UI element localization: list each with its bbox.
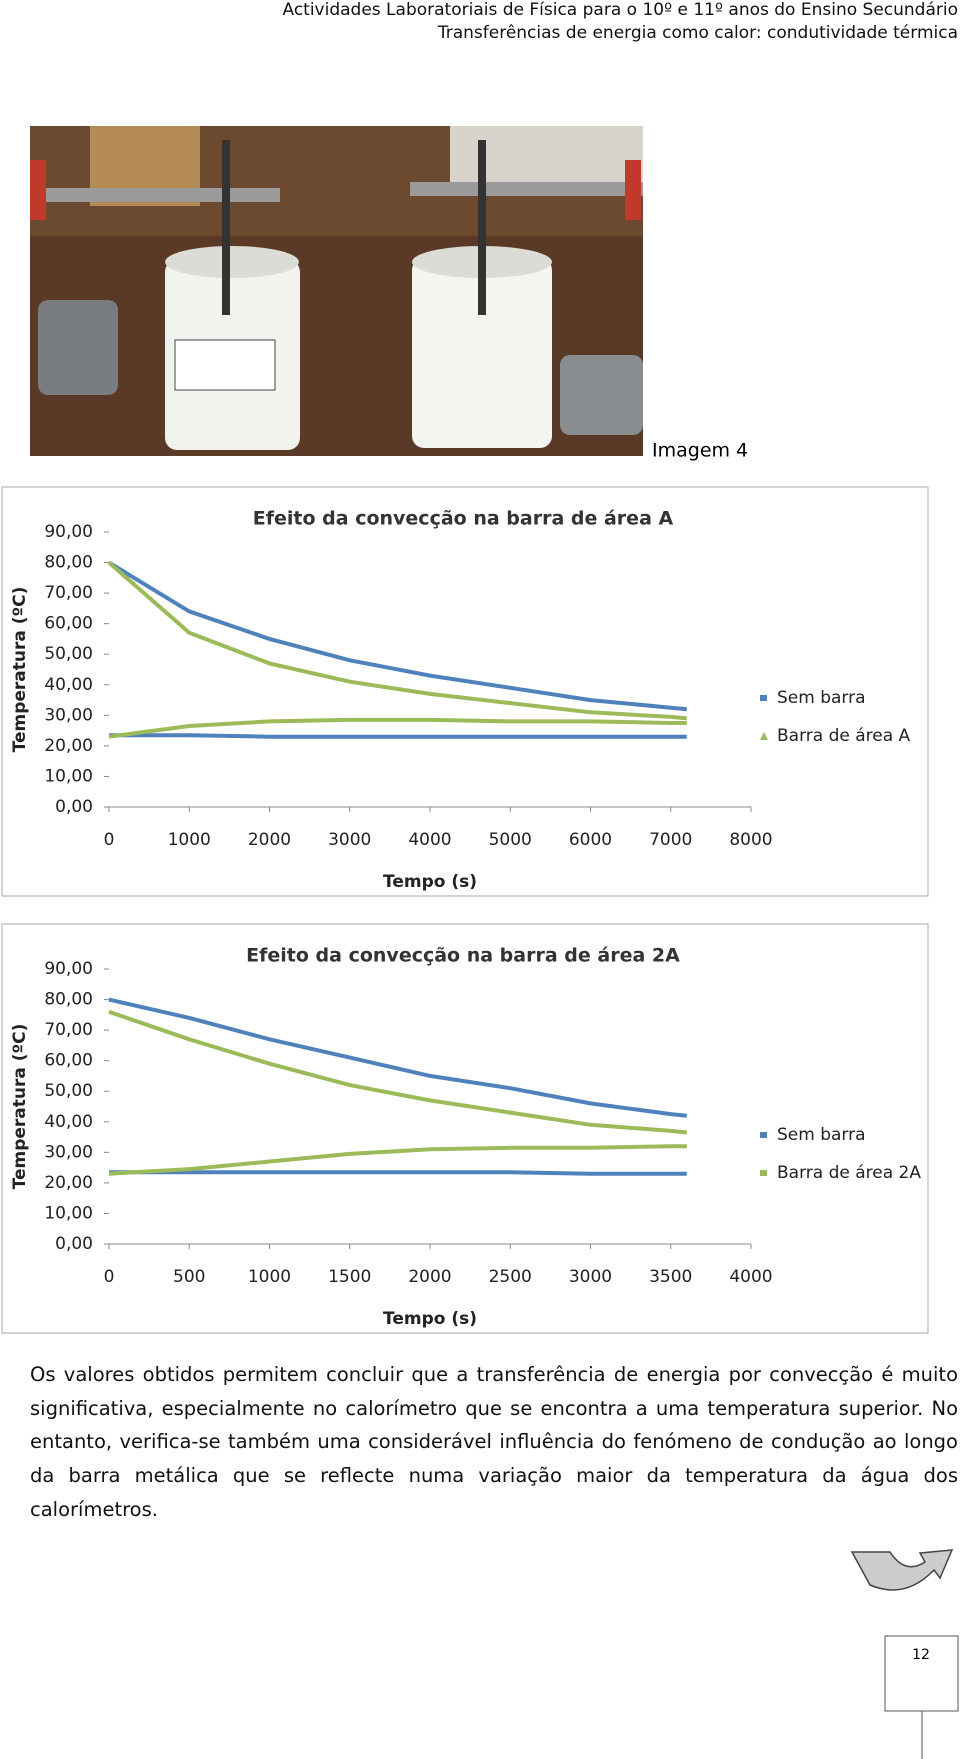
y-tick-label: 40,00 (44, 1112, 93, 1132)
x-tick-label: 500 (173, 1267, 205, 1287)
y-tick-label: 70,00 (44, 583, 93, 603)
legend-label: Sem barra (777, 1125, 866, 1145)
x-tick-label: 1500 (328, 1267, 371, 1287)
y-axis-label: Temperatura (ºC) (10, 1024, 30, 1190)
y-tick-label: 60,00 (44, 614, 93, 634)
y-axis-label: Temperatura (ºC) (10, 587, 30, 753)
x-tick-label: 6000 (569, 830, 612, 850)
data-line (107, 560, 687, 712)
image-caption: Imagem 4 (652, 440, 748, 462)
y-tick-label: 30,00 (44, 1142, 93, 1162)
x-tick-label: 0 (104, 1267, 115, 1287)
y-tick-label: 70,00 (44, 1020, 93, 1040)
x-tick-label: 5000 (489, 830, 532, 850)
x-tick-label: 0 (104, 830, 115, 850)
legend-label: Barra de área 2A (777, 1163, 921, 1183)
data-line (109, 1170, 687, 1176)
data-line (108, 997, 687, 1118)
legend-marker (760, 1170, 767, 1176)
y-tick-label: 90,00 (44, 522, 93, 542)
photo (30, 126, 643, 456)
chart-frame (1, 486, 929, 897)
next-arrow-icon (850, 1549, 954, 1591)
x-tick-label: 1000 (168, 830, 211, 850)
x-tick-label: 3000 (328, 830, 371, 850)
y-tick-label: 0,00 (55, 797, 93, 817)
x-tick-label: 8000 (729, 830, 772, 850)
x-tick-label: 1000 (248, 1267, 291, 1287)
legend-marker (760, 732, 768, 740)
x-tick-label: 2000 (408, 1267, 451, 1287)
data-line (107, 561, 687, 721)
y-tick-label: 0,00 (55, 1234, 93, 1254)
data-line (109, 733, 687, 739)
header-line: Actividades Laboratoriais de Física para… (282, 0, 958, 20)
x-tick-label: 7000 (649, 830, 692, 850)
x-axis-label: Tempo (s) (383, 872, 477, 892)
page-number: 12 (912, 1647, 930, 1663)
legend-marker (760, 695, 767, 701)
chart-title: Efeito da convecção na barra de área 2A (246, 945, 680, 967)
paragraph: Os valores obtidos permitem concluir que… (30, 1363, 958, 1521)
y-tick-label: 80,00 (44, 553, 93, 573)
x-tick-label: 3000 (569, 1267, 612, 1287)
x-tick-label: 4000 (408, 830, 451, 850)
y-tick-label: 90,00 (44, 959, 93, 979)
chart-title: Efeito da convecção na barra de área A (253, 508, 674, 530)
x-tick-label: 2500 (489, 1267, 532, 1287)
legend-marker (760, 1132, 767, 1138)
y-tick-label: 80,00 (44, 990, 93, 1010)
x-tick-label: 4000 (729, 1267, 772, 1287)
y-tick-label: 60,00 (44, 1051, 93, 1071)
x-tick-label: 3500 (649, 1267, 692, 1287)
x-axis-label: Tempo (s) (383, 1309, 477, 1329)
y-tick-label: 10,00 (44, 1203, 93, 1223)
y-tick-label: 50,00 (44, 1081, 93, 1101)
y-tick-label: 50,00 (44, 644, 93, 664)
chart-frame (1, 923, 929, 1334)
y-tick-label: 30,00 (44, 705, 93, 725)
data-line (108, 717, 687, 739)
header-line: Transferências de energia como calor: co… (437, 23, 958, 43)
y-tick-label: 40,00 (44, 675, 93, 695)
legend-label: Barra de área A (777, 726, 911, 746)
y-tick-label: 10,00 (44, 766, 93, 786)
page-number-box (884, 1635, 959, 1712)
legend-label: Sem barra (777, 688, 866, 708)
data-line (108, 1144, 687, 1176)
y-tick-label: 20,00 (44, 736, 93, 756)
x-tick-label: 2000 (248, 830, 291, 850)
y-tick-label: 20,00 (44, 1173, 93, 1193)
data-line (108, 1009, 687, 1135)
